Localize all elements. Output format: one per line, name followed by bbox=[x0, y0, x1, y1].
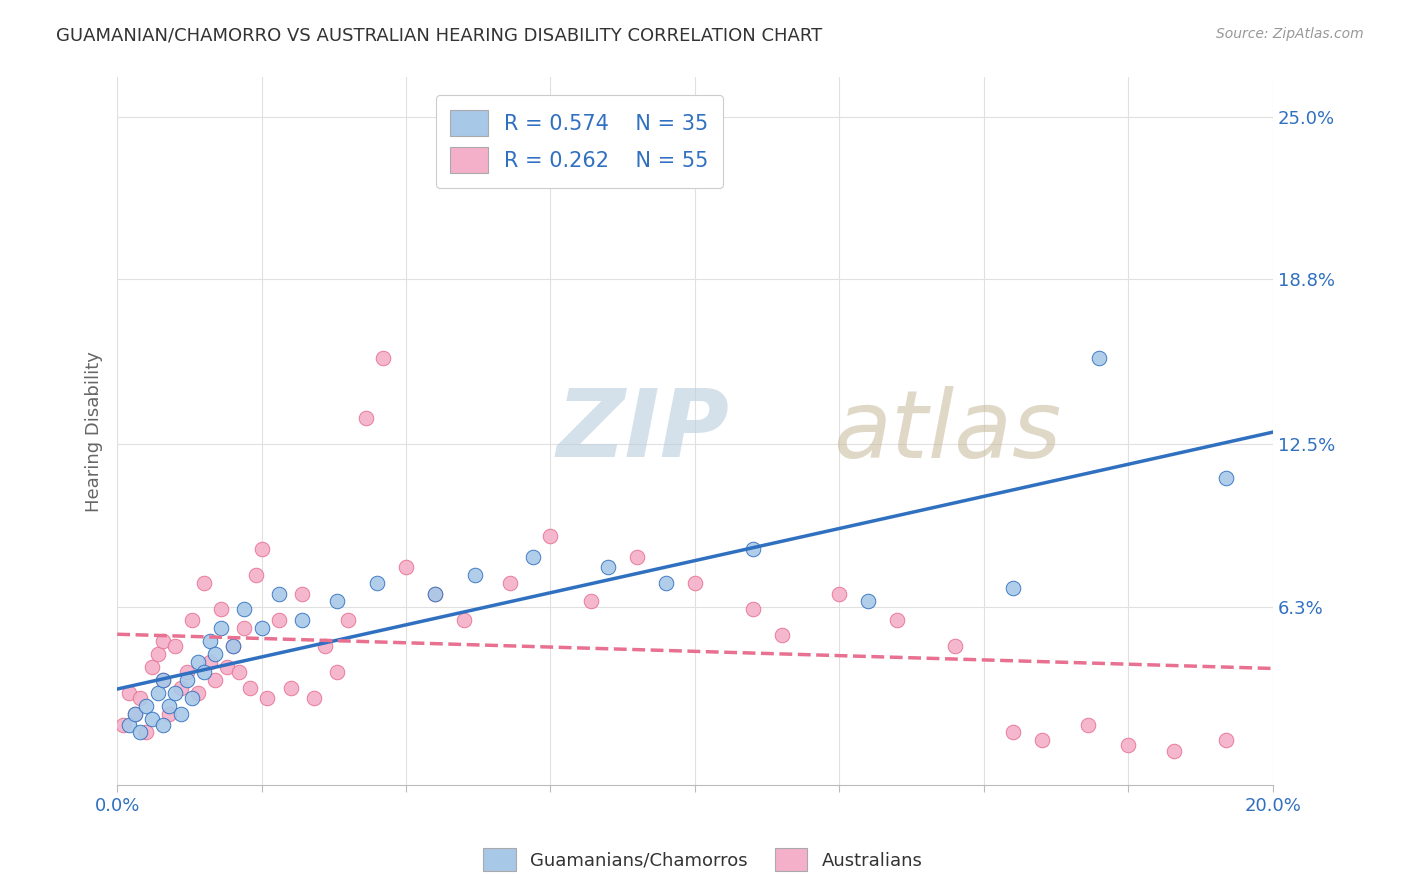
Point bbox=[828, 586, 851, 600]
Point bbox=[228, 665, 250, 679]
Point bbox=[204, 673, 226, 687]
Point bbox=[176, 665, 198, 679]
Point bbox=[170, 706, 193, 721]
Point bbox=[124, 706, 146, 721]
Point bbox=[187, 686, 209, 700]
Point bbox=[222, 639, 245, 653]
Point bbox=[250, 541, 273, 556]
Point bbox=[152, 633, 174, 648]
Point bbox=[1001, 582, 1024, 596]
Point bbox=[141, 712, 163, 726]
Point bbox=[204, 647, 226, 661]
Point bbox=[741, 541, 763, 556]
Text: Source: ZipAtlas.com: Source: ZipAtlas.com bbox=[1216, 27, 1364, 41]
Point bbox=[886, 613, 908, 627]
Y-axis label: Hearing Disability: Hearing Disability bbox=[86, 351, 103, 511]
Point bbox=[325, 665, 347, 679]
Point bbox=[1215, 471, 1237, 485]
Point bbox=[453, 613, 475, 627]
Point bbox=[267, 586, 290, 600]
Point bbox=[239, 681, 262, 695]
Point bbox=[267, 613, 290, 627]
Point bbox=[170, 681, 193, 695]
Point bbox=[540, 529, 562, 543]
Point bbox=[943, 639, 966, 653]
Point bbox=[1116, 739, 1139, 753]
Point bbox=[209, 621, 232, 635]
Point bbox=[157, 699, 180, 714]
Point bbox=[1088, 351, 1111, 365]
Point bbox=[141, 660, 163, 674]
Point bbox=[129, 691, 152, 706]
Point bbox=[152, 673, 174, 687]
Point bbox=[741, 602, 763, 616]
Point bbox=[157, 706, 180, 721]
Point bbox=[209, 602, 232, 616]
Point bbox=[291, 586, 314, 600]
Point bbox=[193, 665, 215, 679]
Point bbox=[423, 586, 446, 600]
Point bbox=[423, 586, 446, 600]
Text: GUAMANIAN/CHAMORRO VS AUSTRALIAN HEARING DISABILITY CORRELATION CHART: GUAMANIAN/CHAMORRO VS AUSTRALIAN HEARING… bbox=[56, 27, 823, 45]
Point bbox=[1163, 744, 1185, 758]
Point bbox=[124, 706, 146, 721]
Point bbox=[770, 628, 793, 642]
Point bbox=[395, 560, 418, 574]
Point bbox=[111, 717, 134, 731]
Point bbox=[146, 686, 169, 700]
Point bbox=[1001, 725, 1024, 739]
Point bbox=[499, 576, 522, 591]
Legend: R = 0.574    N = 35, R = 0.262    N = 55: R = 0.574 N = 35, R = 0.262 N = 55 bbox=[436, 95, 723, 188]
Point bbox=[118, 717, 141, 731]
Point bbox=[198, 633, 221, 648]
Point bbox=[337, 613, 360, 627]
Point bbox=[314, 639, 336, 653]
Point bbox=[579, 594, 602, 608]
Text: atlas: atlas bbox=[834, 385, 1062, 476]
Point bbox=[233, 621, 256, 635]
Point bbox=[325, 594, 347, 608]
Point bbox=[464, 568, 486, 582]
Point bbox=[302, 691, 325, 706]
Point bbox=[683, 576, 706, 591]
Point bbox=[135, 699, 157, 714]
Point bbox=[655, 576, 678, 591]
Point bbox=[245, 568, 267, 582]
Point bbox=[193, 576, 215, 591]
Point bbox=[291, 613, 314, 627]
Point bbox=[163, 639, 186, 653]
Point bbox=[152, 717, 174, 731]
Point bbox=[256, 691, 278, 706]
Legend: Guamanians/Chamorros, Australians: Guamanians/Chamorros, Australians bbox=[477, 841, 929, 879]
Point bbox=[176, 673, 198, 687]
Point bbox=[198, 655, 221, 669]
Point bbox=[1077, 717, 1099, 731]
Point bbox=[215, 660, 238, 674]
Point bbox=[118, 686, 141, 700]
Point bbox=[187, 655, 209, 669]
Text: ZIP: ZIP bbox=[557, 385, 730, 477]
Point bbox=[181, 613, 204, 627]
Point bbox=[135, 725, 157, 739]
Point bbox=[626, 549, 648, 564]
Point bbox=[1031, 733, 1053, 747]
Point bbox=[181, 691, 204, 706]
Point bbox=[163, 686, 186, 700]
Point bbox=[250, 621, 273, 635]
Point bbox=[222, 639, 245, 653]
Point bbox=[280, 681, 302, 695]
Point bbox=[858, 594, 880, 608]
Point bbox=[146, 647, 169, 661]
Point bbox=[598, 560, 620, 574]
Point bbox=[1215, 733, 1237, 747]
Point bbox=[233, 602, 256, 616]
Point bbox=[366, 576, 388, 591]
Point bbox=[354, 411, 377, 425]
Point bbox=[152, 673, 174, 687]
Point bbox=[522, 549, 544, 564]
Point bbox=[129, 725, 152, 739]
Point bbox=[371, 351, 394, 365]
